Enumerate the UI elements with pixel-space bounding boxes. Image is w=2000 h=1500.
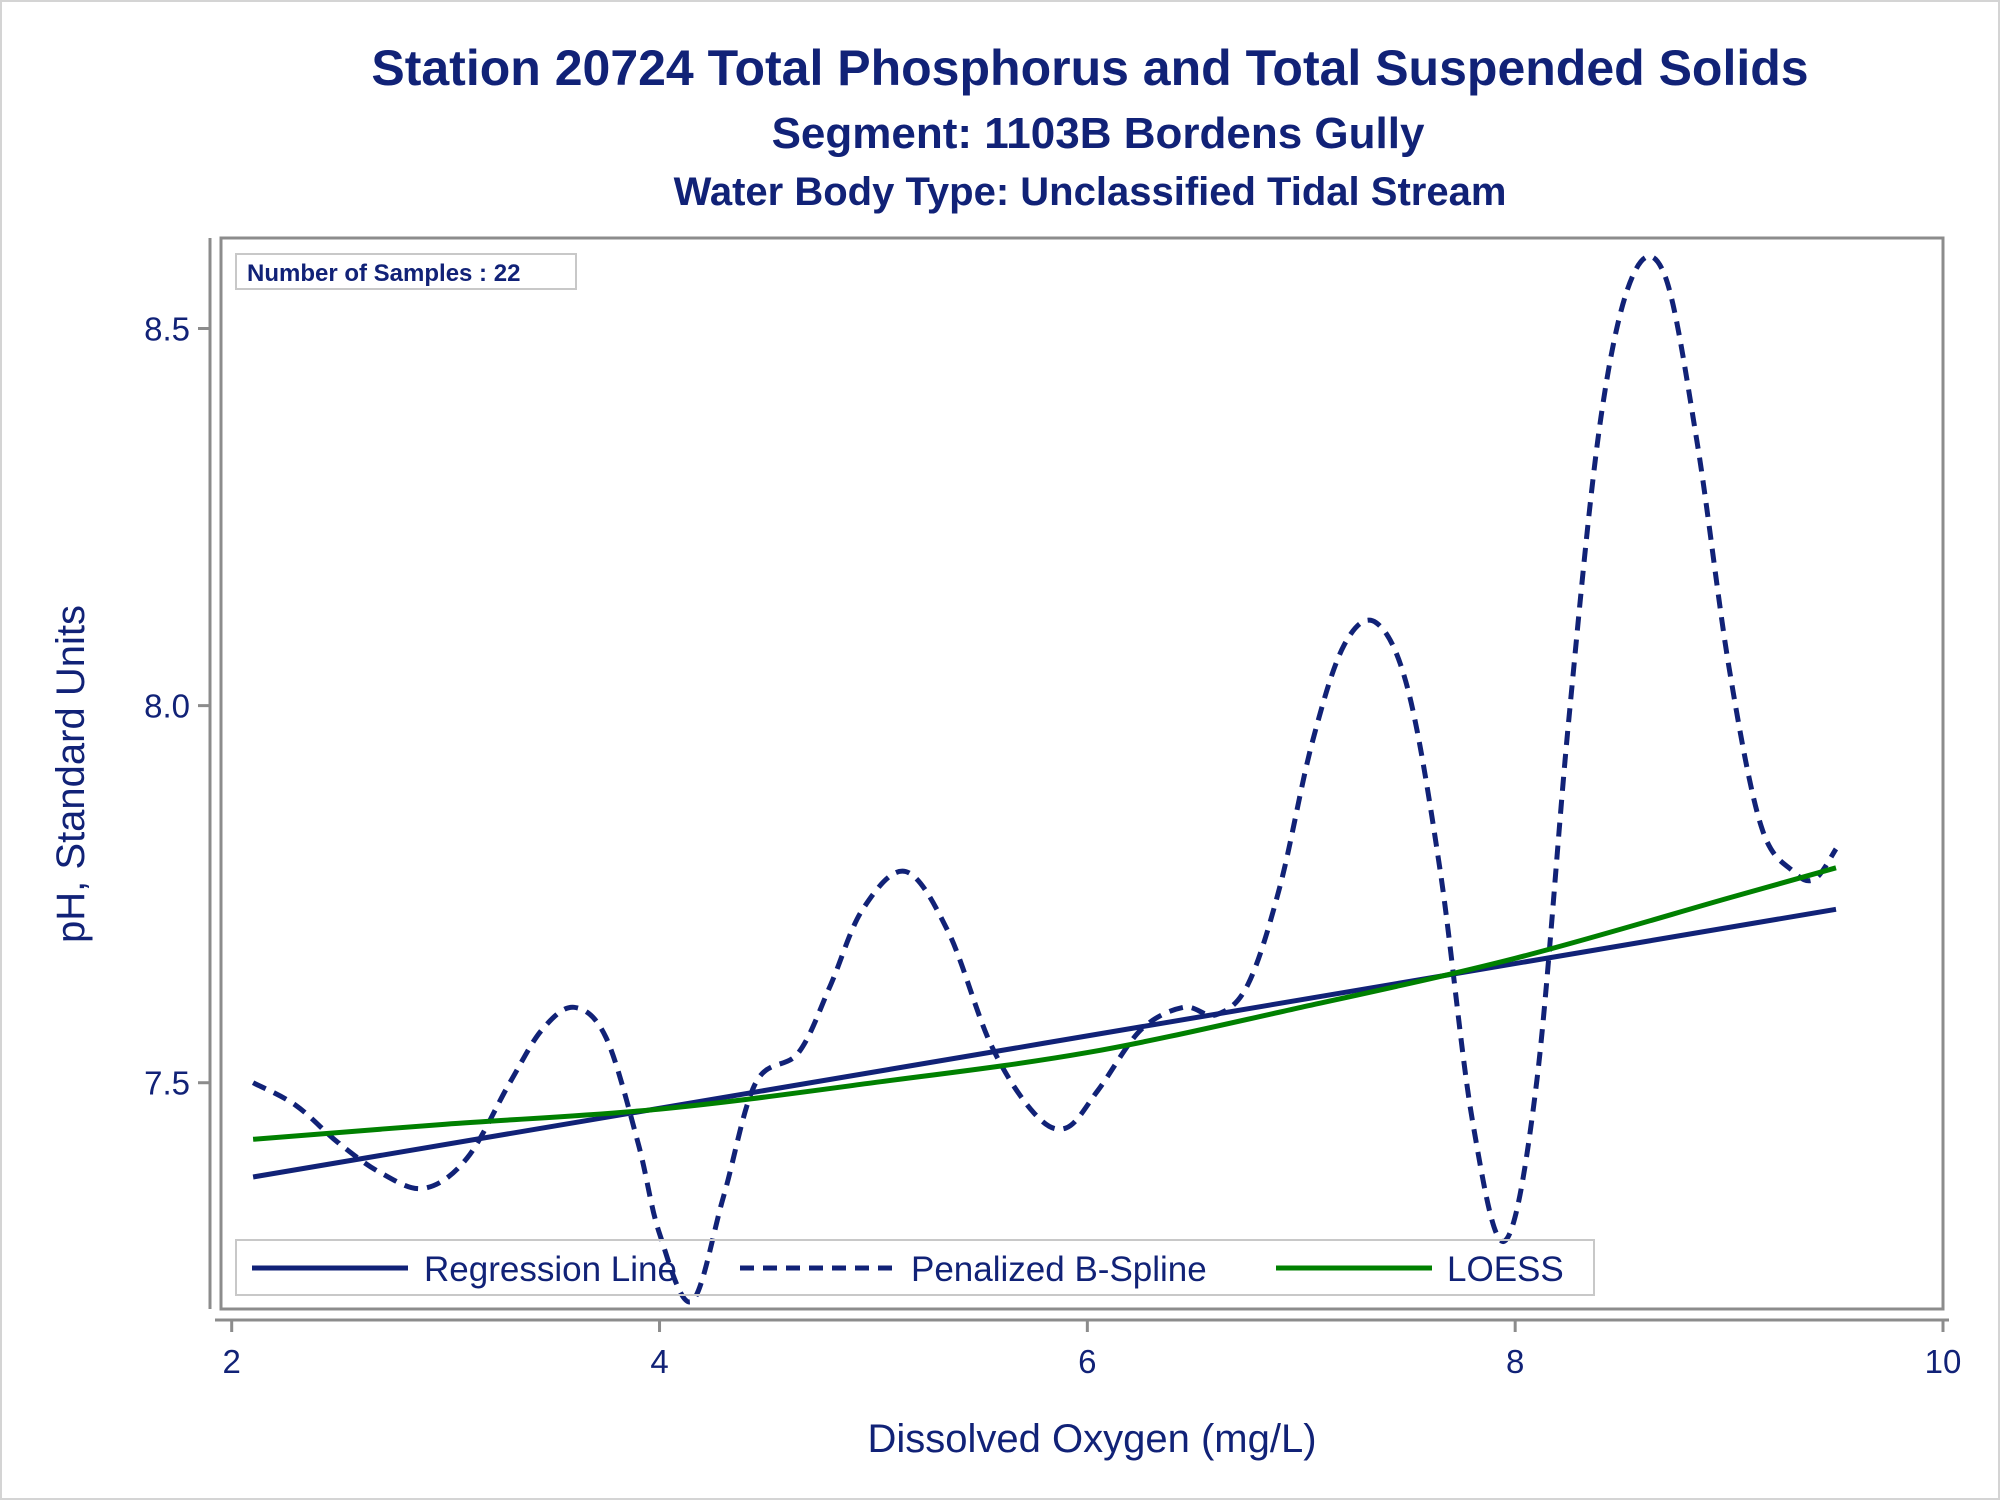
x-tick-label: 10 [1925, 1343, 1962, 1380]
x-axis-label: Dissolved Oxygen (mg/L) [867, 1417, 1316, 1461]
y-axis: 7.5 8.0 8.5 [144, 238, 212, 1309]
x-tick-label: 8 [1506, 1343, 1524, 1380]
x-tick-label: 4 [650, 1343, 668, 1380]
chart-title: Station 20724 Total Phosphorus and Total… [371, 40, 1808, 96]
plot-area [219, 236, 1945, 1311]
legend-label-loess: LOESS [1447, 1250, 1564, 1289]
y-axis-label: pH, Standard Units [49, 605, 93, 943]
sample-count-box [235, 253, 577, 290]
legend-label-penalized-b-spline: Penalized B-Spline [911, 1250, 1207, 1289]
y-tick-label: 8.0 [144, 688, 190, 725]
series-loess [252, 865, 1837, 1142]
chart-subtitle-2: Water Body Type: Unclassified Tidal Stre… [674, 170, 1507, 214]
legend-box [235, 1239, 1595, 1296]
x-axis: 2 4 6 8 10 [215, 1318, 1962, 1380]
x-tick-label: 2 [223, 1343, 241, 1380]
series-penalized-b-spline [251, 253, 1839, 1305]
series-group [251, 253, 1839, 1305]
legend-label-regression-line: Regression Line [424, 1250, 677, 1289]
chart-subtitle: Segment: 1103B Bordens Gully [772, 109, 1425, 158]
y-tick-label: 7.5 [144, 1065, 190, 1102]
series-regression-line [252, 906, 1837, 1180]
legend: Regression Line Penalized B-Spline LOESS [235, 1239, 1595, 1296]
x-tick-label: 6 [1078, 1343, 1096, 1380]
y-tick-label: 8.5 [144, 311, 190, 348]
sample-count-label: Number of Samples : 22 [247, 260, 520, 287]
